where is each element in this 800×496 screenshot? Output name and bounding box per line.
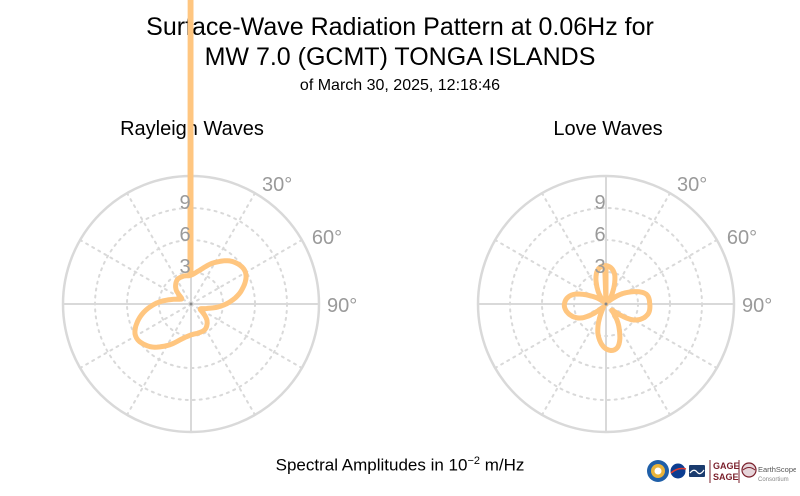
radial-tick-label: 9 [594,192,605,214]
angular-grid-spoke [190,192,256,305]
angle-tick-label: 60° [312,227,342,249]
radial-tick-label: 6 [179,224,190,246]
chart-subtitle: of March 30, 2025, 12:18:46 [299,77,501,94]
angle-tick-label: 30° [262,174,292,196]
nsf-logo-icon [647,460,669,482]
center-point [604,302,608,306]
sage-logo-text: SAGE [713,472,739,482]
caption-unit: m/Hz [480,455,525,475]
radiation-pattern-curve [561,263,653,353]
caption-prefix: Spectral Amplitudes in [275,455,449,475]
radial-tick-label: 9 [179,192,190,214]
earthscope-globe-icon [741,462,757,478]
earthscope-logo-text: EarthScope [758,465,796,474]
angle-tick-label: 60° [727,227,757,249]
usgs-logo-icon [689,465,705,477]
amplitude-units-caption: Spectral Amplitudes in 10−2 m/Hz [0,455,800,476]
angular-grid-spoke [541,303,607,416]
gage-logo-text: GAGE [713,461,740,471]
caption-base: 10 [448,455,468,475]
angular-grid-spoke [79,239,192,305]
radial-tick-label: 6 [594,224,605,246]
love-panel-title: Love Waves [553,118,663,140]
caption-exponent: −2 [467,455,480,467]
angle-tick-label: 30° [677,174,707,196]
angular-grid-spoke [126,303,192,416]
radial-tick-label: 3 [594,256,605,278]
angle-tick-label: 90° [742,295,772,317]
love-polar-plot: 3 6 9 30° 60° 90° [476,174,772,434]
chart-title-line1: Surface-Wave Radiation Pattern at 0.06Hz… [146,13,654,41]
consortium-logo-text: Consortium [758,477,789,483]
nasa-logo-icon [670,463,687,479]
angular-grid-spoke [126,192,192,305]
angular-grid-spoke [190,303,256,416]
angle-tick-label: 90° [327,295,357,317]
chart-title-line2: MW 7.0 (GCMT) TONGA ISLANDS [204,43,596,71]
radiation-pattern-curve [132,0,249,350]
sponsor-logos: GAGE SAGE EarthScope Consortium [647,460,796,483]
center-point [189,302,193,306]
rayleigh-polar-plot: 3 6 9 30° 60° 90° [61,0,357,434]
radial-tick-label: 3 [179,256,190,278]
angular-grid-spoke [190,303,303,369]
